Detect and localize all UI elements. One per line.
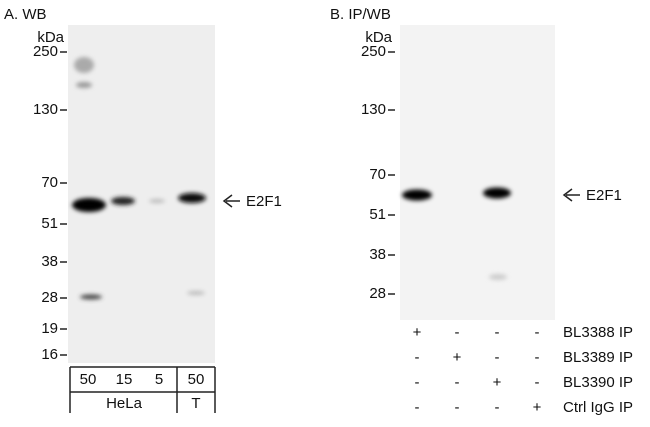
group-label: T xyxy=(191,395,200,412)
load-label: 15 xyxy=(116,371,133,388)
group-label: HeLa xyxy=(106,395,143,412)
marker-label: 19 xyxy=(41,320,58,337)
marker-label: 28 xyxy=(41,289,58,306)
marker-label: 51 xyxy=(369,206,386,223)
band xyxy=(402,189,432,201)
ip-symbol: + xyxy=(533,399,542,416)
marker-label: 51 xyxy=(41,215,58,232)
ip-symbol: - xyxy=(415,349,420,366)
ip-symbol: - xyxy=(495,324,500,341)
load-label: 50 xyxy=(188,371,205,388)
arrow xyxy=(562,188,580,202)
panel-title: B. IP/WB xyxy=(330,6,391,23)
marker-label: 250 xyxy=(361,43,386,60)
marker-label: 28 xyxy=(369,285,386,302)
ip-symbol: + xyxy=(453,349,462,366)
band xyxy=(80,294,102,300)
ip-label: BL3390 IP xyxy=(563,374,633,391)
band xyxy=(149,199,165,203)
blot-b xyxy=(400,25,555,320)
ip-label: BL3388 IP xyxy=(563,324,633,341)
ip-symbol: - xyxy=(415,374,420,391)
ip-symbol: - xyxy=(535,349,540,366)
band xyxy=(74,57,94,73)
unit: kDa xyxy=(37,29,64,46)
marker-label: 38 xyxy=(369,246,386,263)
ip-symbol: + xyxy=(493,374,502,391)
ip-symbol: - xyxy=(455,324,460,341)
ip-label: BL3389 IP xyxy=(563,349,633,366)
load-label: 5 xyxy=(155,371,163,388)
target-label: E2F1 xyxy=(586,187,622,204)
ip-symbol: - xyxy=(415,399,420,416)
marker-label: 16 xyxy=(41,346,58,363)
marker-label: 250 xyxy=(33,43,58,60)
load-label: 50 xyxy=(80,371,97,388)
marker-label: 70 xyxy=(369,166,386,183)
unit: kDa xyxy=(365,29,392,46)
marker-label: 130 xyxy=(33,101,58,118)
ip-symbol: - xyxy=(495,349,500,366)
band xyxy=(187,291,205,295)
band xyxy=(72,198,106,212)
band xyxy=(489,274,507,280)
ip-symbol: - xyxy=(535,324,540,341)
marker-label: 70 xyxy=(41,174,58,191)
ip-symbol: - xyxy=(455,374,460,391)
band xyxy=(76,82,92,88)
panel-title: A. WB xyxy=(4,6,47,23)
target-label: E2F1 xyxy=(246,193,282,210)
ip-label: Ctrl IgG IP xyxy=(563,399,633,416)
marker-label: 38 xyxy=(41,253,58,270)
arrow xyxy=(222,194,240,208)
band xyxy=(111,197,135,205)
ip-symbol: - xyxy=(495,399,500,416)
ip-symbol: + xyxy=(413,324,422,341)
ip-symbol: - xyxy=(535,374,540,391)
ip-symbol: - xyxy=(455,399,460,416)
band xyxy=(178,193,206,203)
marker-label: 130 xyxy=(361,101,386,118)
band xyxy=(483,187,511,199)
